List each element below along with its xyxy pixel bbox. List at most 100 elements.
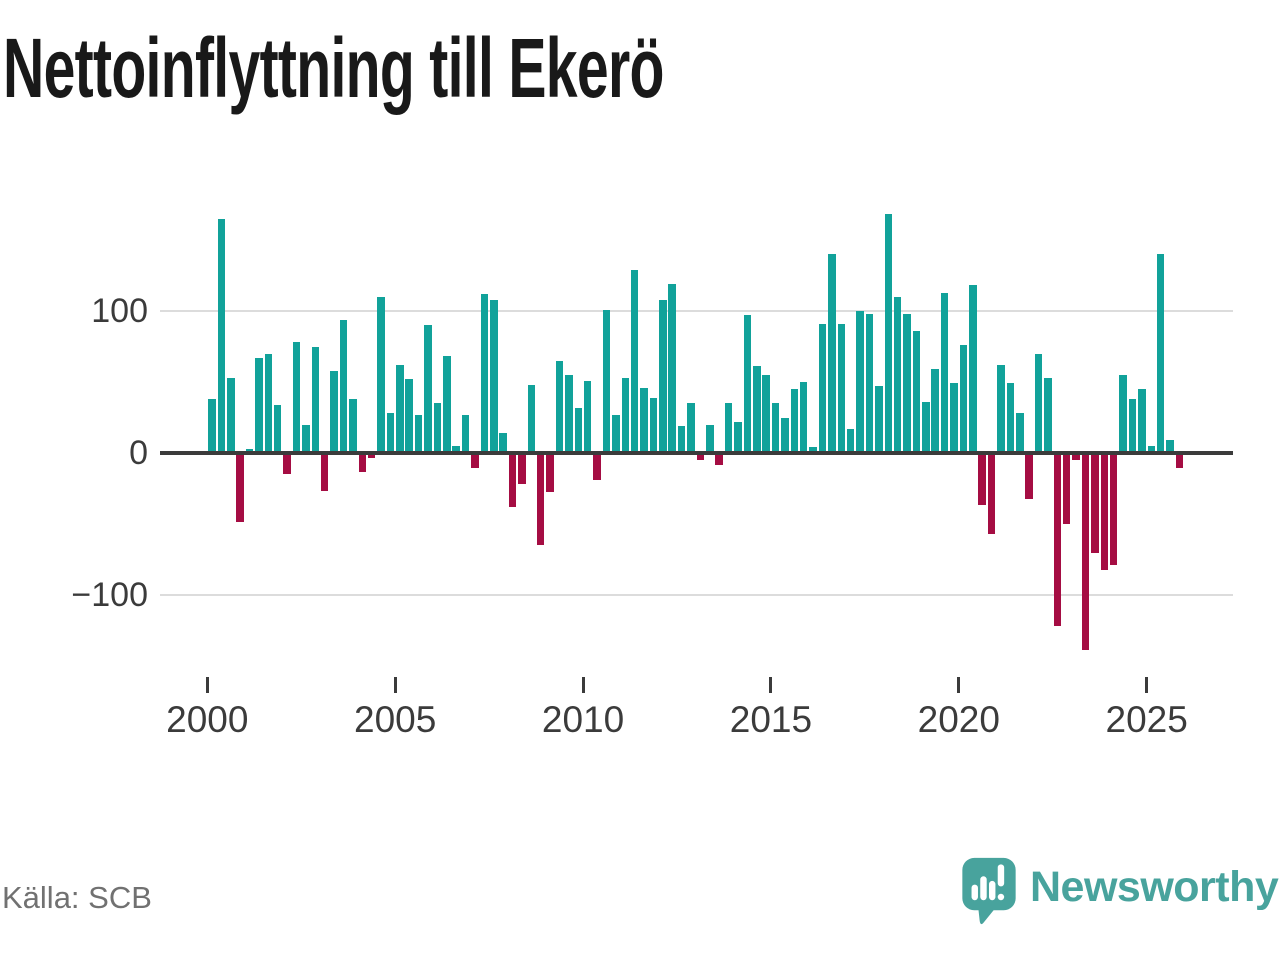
bar-2014-Q3 bbox=[753, 366, 761, 454]
x-axis-zero-line bbox=[160, 451, 1233, 455]
bar-2010-Q3 bbox=[602, 309, 611, 454]
bar-2011-Q4 bbox=[649, 397, 658, 454]
bar-2007-Q3 bbox=[490, 299, 498, 454]
bar-2002-Q2 bbox=[292, 342, 301, 454]
bar-2010-Q1 bbox=[583, 380, 592, 454]
source-label: Källa: SCB bbox=[2, 880, 152, 915]
bar-2002-Q3 bbox=[302, 424, 310, 454]
bar-2024-Q1 bbox=[1109, 453, 1118, 565]
bar-2016-Q4 bbox=[837, 323, 846, 454]
bar-2003-Q4 bbox=[349, 399, 357, 454]
bar-2023-Q3 bbox=[1091, 453, 1099, 554]
bar-2015-Q3 bbox=[790, 389, 799, 454]
bar-2020-Q1 bbox=[959, 345, 968, 454]
bar-2009-Q4 bbox=[574, 407, 583, 454]
bar-2013-Q3 bbox=[715, 453, 723, 466]
bar-2000-Q3 bbox=[227, 377, 235, 454]
bar-2013-Q2 bbox=[706, 424, 714, 454]
bar-2001-Q4 bbox=[273, 404, 282, 454]
bar-2005-Q3 bbox=[414, 414, 423, 454]
bar-2013-Q4 bbox=[724, 403, 733, 454]
bar-2025-Q3 bbox=[1166, 440, 1174, 454]
x-tick-2015 bbox=[769, 677, 773, 693]
chart-title: Nettoinflyttning till Ekerö bbox=[3, 21, 664, 115]
bar-2009-Q3 bbox=[565, 374, 573, 454]
bar-2020-Q4 bbox=[987, 453, 996, 534]
bar-2016-Q2 bbox=[818, 323, 827, 454]
bar-2007-Q2 bbox=[480, 293, 489, 454]
bar-2011-Q2 bbox=[630, 269, 639, 454]
bar-2021-Q1 bbox=[997, 364, 1005, 454]
y-tick-label--100: −100 bbox=[71, 576, 148, 614]
bar-2018-Q2 bbox=[893, 296, 902, 454]
bar-2012-Q4 bbox=[687, 403, 695, 454]
x-tick-2025 bbox=[1145, 677, 1149, 693]
bar-2000-Q1 bbox=[208, 399, 216, 454]
bar-chart-speech-bubble-icon bbox=[962, 857, 1016, 925]
bar-2022-Q4 bbox=[1062, 453, 1071, 524]
bar-2019-Q2 bbox=[931, 369, 939, 454]
bar-2010-Q2 bbox=[593, 453, 601, 480]
bar-2004-Q3 bbox=[377, 296, 385, 454]
bar-2011-Q1 bbox=[621, 377, 630, 454]
bar-2024-Q3 bbox=[1128, 399, 1137, 454]
bar-2014-Q2 bbox=[743, 315, 752, 454]
bar-2007-Q1 bbox=[471, 453, 479, 469]
bar-2017-Q1 bbox=[846, 428, 855, 454]
bar-2018-Q1 bbox=[884, 214, 893, 454]
bar-2023-Q2 bbox=[1081, 453, 1090, 650]
bar-2000-Q4 bbox=[236, 453, 244, 523]
x-tick-2020 bbox=[957, 677, 961, 693]
bar-2012-Q1 bbox=[659, 299, 667, 454]
bar-2005-Q2 bbox=[405, 379, 413, 454]
bar-2024-Q4 bbox=[1138, 389, 1146, 454]
bar-2018-Q4 bbox=[912, 330, 921, 454]
bar-2003-Q1 bbox=[320, 453, 329, 491]
bar-2010-Q4 bbox=[612, 414, 620, 454]
bar-2021-Q3 bbox=[1016, 413, 1024, 454]
x-tick-2010 bbox=[581, 677, 585, 693]
gridline--100 bbox=[160, 594, 1233, 596]
gridline-100 bbox=[160, 310, 1233, 312]
newsworthy-wordmark: Newsworthy bbox=[1030, 862, 1279, 911]
bar-2019-Q1 bbox=[922, 401, 930, 454]
bar-2004-Q1 bbox=[358, 453, 367, 473]
bar-2016-Q3 bbox=[828, 254, 836, 454]
x-tick-label-2000: 2000 bbox=[166, 699, 249, 740]
x-tick-2005 bbox=[393, 677, 397, 693]
x-tick-label-2005: 2005 bbox=[354, 699, 437, 740]
bar-2017-Q3 bbox=[865, 313, 874, 454]
bar-2024-Q2 bbox=[1119, 374, 1127, 454]
bar-2006-Q3 bbox=[452, 445, 460, 454]
x-tick-label-2010: 2010 bbox=[541, 699, 625, 740]
bar-2004-Q2 bbox=[367, 453, 376, 459]
bar-2008-Q2 bbox=[518, 453, 526, 484]
bar-2019-Q3 bbox=[940, 292, 949, 454]
bar-2013-Q1 bbox=[696, 453, 705, 460]
bar-2014-Q1 bbox=[734, 421, 742, 454]
x-tick-label-2025: 2025 bbox=[1105, 699, 1188, 740]
bar-2021-Q2 bbox=[1006, 383, 1015, 454]
bar-2016-Q1 bbox=[809, 447, 817, 454]
bar-2025-Q4 bbox=[1175, 453, 1184, 469]
bar-2023-Q4 bbox=[1100, 453, 1109, 571]
bar-2018-Q3 bbox=[903, 313, 911, 454]
bar-2012-Q3 bbox=[677, 426, 686, 454]
bar-2005-Q1 bbox=[396, 364, 404, 454]
bar-2006-Q4 bbox=[461, 414, 470, 454]
bar-2002-Q1 bbox=[283, 453, 291, 474]
bar-2022-Q2 bbox=[1044, 377, 1052, 454]
bar-2014-Q4 bbox=[762, 374, 770, 454]
bar-2007-Q4 bbox=[499, 433, 507, 454]
x-tick-label-2015: 2015 bbox=[729, 699, 813, 740]
bar-2015-Q4 bbox=[799, 382, 808, 454]
bar-2023-Q1 bbox=[1072, 453, 1080, 460]
bar-2020-Q3 bbox=[978, 453, 986, 506]
bar-2003-Q3 bbox=[339, 319, 348, 454]
bar-2021-Q4 bbox=[1025, 453, 1033, 500]
bar-2017-Q4 bbox=[875, 386, 883, 454]
bar-2009-Q2 bbox=[555, 360, 564, 454]
bar-2017-Q2 bbox=[856, 311, 864, 454]
